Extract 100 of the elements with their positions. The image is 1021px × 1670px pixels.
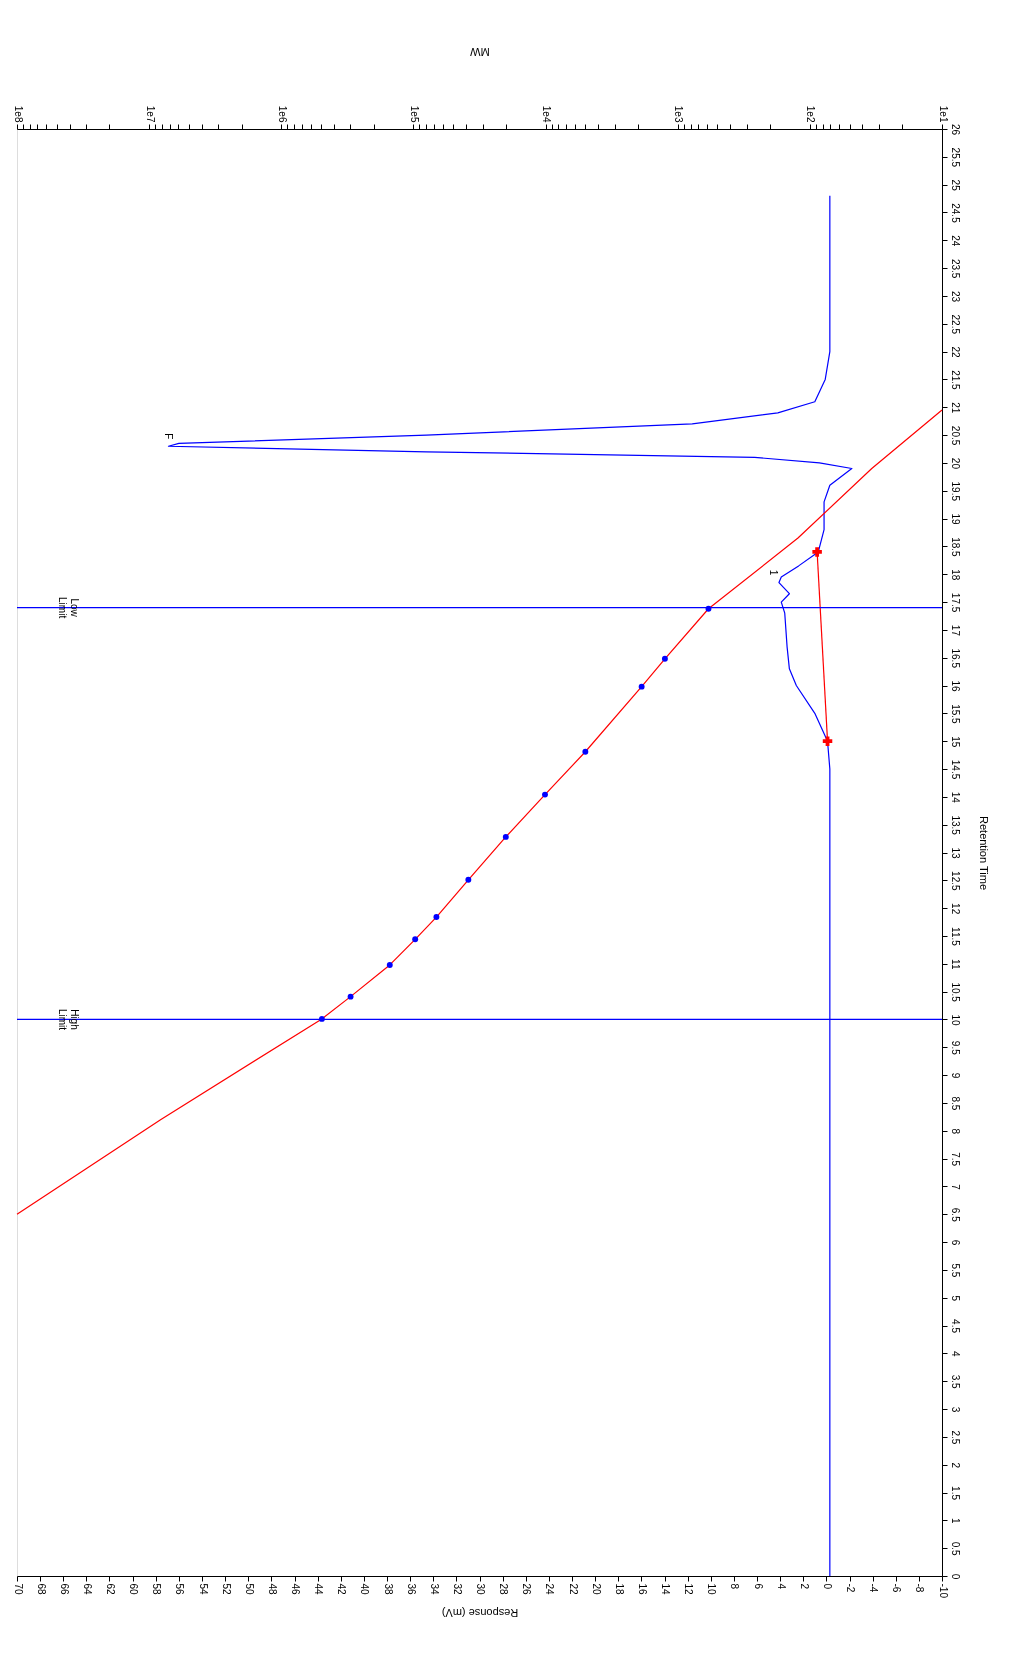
y-tick-label: 19.5	[949, 481, 961, 502]
y-tick-label: 15.5	[949, 704, 961, 725]
x-tick-label: 18	[613, 1583, 625, 1596]
y-tick-label: 19	[949, 513, 961, 526]
y-tick-label: 2.5	[949, 1430, 961, 1445]
y-tick-label: 7.5	[949, 1152, 961, 1167]
y-tick-label: 17	[949, 624, 961, 637]
y-tick-label: 20.5	[949, 425, 961, 446]
annotation: 1	[768, 569, 780, 576]
y-tick-label: 23	[949, 290, 961, 303]
y-tick-label: 4	[949, 1351, 961, 1358]
x-tick-label: -4	[868, 1583, 880, 1593]
x-tick-label: 0	[821, 1583, 833, 1590]
x-tick-label: 58	[151, 1583, 163, 1596]
x2-tick-label: 1e7	[144, 105, 156, 123]
ref-line-label: High Limit	[57, 1008, 80, 1031]
y-tick-label: 10	[949, 1014, 961, 1026]
x-tick-label: 38	[382, 1583, 394, 1596]
y-tick-label: 22.5	[949, 314, 961, 335]
x-tick-label: 70	[12, 1583, 24, 1596]
x2-tick-label: 1e4	[541, 105, 553, 123]
x2-tick-label: 1e6	[276, 105, 288, 123]
x-tick-label: 62	[105, 1583, 116, 1596]
x-tick-label: 4	[775, 1583, 787, 1590]
y-tick-label: 11.5	[949, 927, 961, 947]
x-tick-label: -10	[937, 1583, 949, 1599]
x-tick-label: 42	[336, 1583, 348, 1596]
y-tick-label: 6.5	[949, 1207, 961, 1223]
y-tick-label: 4.5	[949, 1319, 961, 1334]
y-tick-label: 5.5	[949, 1263, 961, 1278]
x2-tick-label: 1e2	[805, 105, 817, 123]
y-tick-label: 14.5	[949, 759, 961, 780]
y-tick-label: 2	[949, 1462, 961, 1469]
y-tick-label: 25	[949, 179, 961, 192]
y-tick-label: 16.5	[949, 648, 961, 669]
y-tick-label: 10.5	[949, 982, 961, 1003]
x-tick-label: -6	[891, 1583, 903, 1593]
x-tick-label: 12	[683, 1583, 695, 1596]
y-tick-label: 21	[949, 402, 961, 414]
x-tick-label: 48	[266, 1583, 278, 1596]
y-tick-label: 18	[949, 569, 961, 581]
y-tick-label: 7	[949, 1184, 961, 1191]
x-tick-label: 6	[752, 1583, 764, 1590]
x-tick-label: 34	[428, 1583, 440, 1596]
y-tick-label: 1.5	[949, 1486, 961, 1501]
x-tick-label: 46	[290, 1583, 301, 1596]
x-tick-label: 20	[590, 1583, 602, 1596]
y-tick-label: 8	[949, 1128, 961, 1135]
y-tick-label: 5	[949, 1295, 961, 1302]
x-tick-label: 64	[81, 1583, 93, 1596]
x-tick-label: 26	[521, 1583, 533, 1596]
y-tick-label: 3.5	[949, 1374, 961, 1390]
y-tick-label: 0	[949, 1573, 961, 1580]
ref-line-label: Low Limit	[57, 597, 80, 619]
x-axis-title: Response (mV)	[441, 1606, 519, 1619]
y-tick-label: 18.5	[949, 537, 961, 558]
x2-axis-title: MW	[469, 45, 490, 58]
x-tick-label: 22	[567, 1583, 579, 1596]
x2-tick-label: 1e8	[12, 105, 24, 123]
y-tick-label: 11	[949, 959, 961, 970]
x-tick-label: 54	[197, 1583, 209, 1596]
y-tick-label: 13	[949, 847, 961, 859]
y-tick-label: 13.5	[949, 815, 961, 836]
x-tick-label: 44	[313, 1583, 325, 1596]
x-tick-label: 40	[359, 1583, 371, 1596]
x-tick-label: 28	[498, 1583, 510, 1596]
y-tick-label: 12.5	[949, 871, 961, 891]
y-tick-label: 24	[949, 235, 961, 247]
x2-tick-label: 1e1	[937, 105, 949, 123]
y-tick-label: 6	[949, 1239, 961, 1246]
x-tick-label: 68	[35, 1583, 47, 1596]
y-tick-label: 3	[949, 1406, 961, 1413]
x-tick-label: 66	[58, 1583, 70, 1596]
x-tick-label: 16	[636, 1583, 648, 1596]
x-tick-label: 8	[729, 1583, 741, 1590]
y-tick-label: 8.5	[949, 1096, 961, 1111]
x-tick-label: 60	[128, 1583, 140, 1596]
x-tick-label: 56	[174, 1583, 186, 1596]
x-tick-label: 32	[451, 1583, 463, 1596]
x-tick-label: -8	[914, 1583, 926, 1593]
y-tick-label: 16	[949, 680, 961, 693]
annotation: F	[163, 433, 175, 440]
y-tick-label: 21.5	[949, 370, 961, 391]
y-tick-label: 9	[949, 1072, 961, 1079]
y-tick-label: 24.5	[949, 203, 961, 224]
x-tick-label: 14	[660, 1583, 671, 1596]
x2-tick-label: 1e3	[673, 105, 685, 123]
y-tick-label: 26	[949, 123, 961, 136]
x-tick-label: -2	[845, 1583, 856, 1593]
x-tick-label: 50	[243, 1583, 255, 1596]
x-tick-label: 2	[798, 1583, 810, 1590]
x-tick-label: 36	[405, 1583, 417, 1596]
x2-tick-label: 1e5	[408, 105, 420, 123]
y-tick-label: 12	[949, 903, 961, 915]
y-tick-label: 20	[949, 457, 961, 470]
y-axis-title: Retention Time	[977, 816, 990, 890]
x-tick-label: 30	[475, 1583, 486, 1596]
y-tick-label: 14	[949, 791, 961, 804]
y-tick-label: 15	[949, 736, 961, 748]
x-tick-label: 52	[220, 1583, 232, 1596]
